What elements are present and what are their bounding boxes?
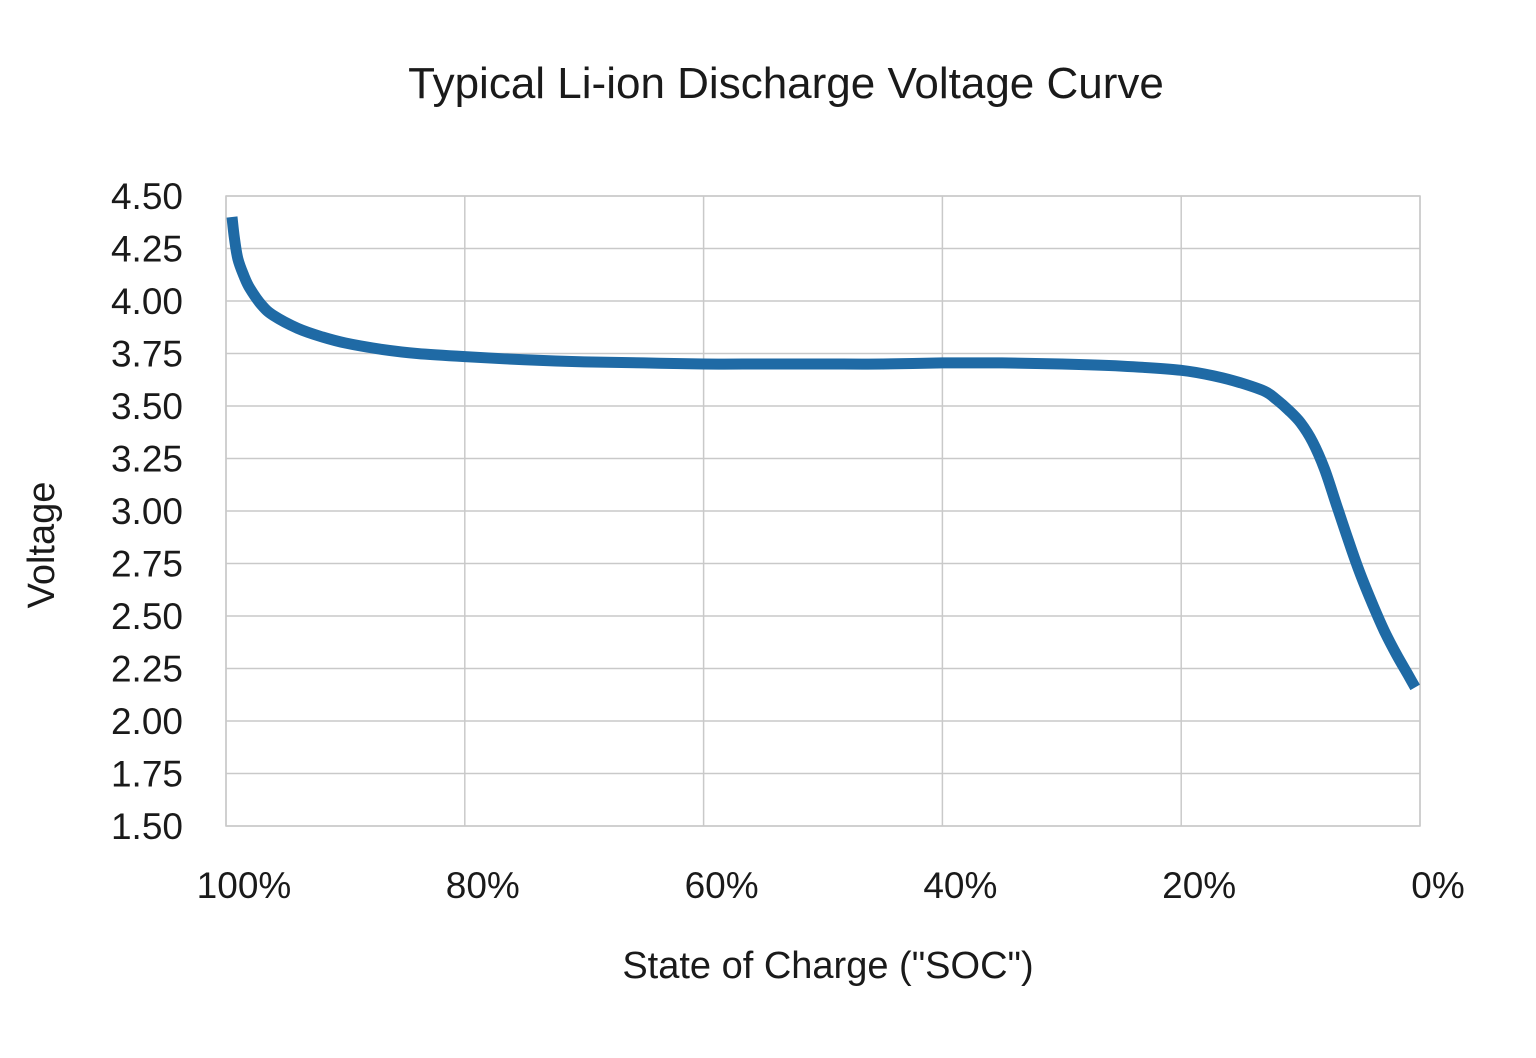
- y-tick-label: 1.50: [111, 806, 183, 847]
- x-axis-label: State of Charge ("SOC"): [622, 945, 1033, 987]
- x-tick-label: 20%: [1162, 865, 1236, 906]
- y-tick-label: 4.00: [111, 281, 183, 322]
- y-tick-label: 4.25: [111, 229, 183, 270]
- y-tick-label: 3.75: [111, 334, 183, 375]
- chart-title: Typical Li-ion Discharge Voltage Curve: [408, 59, 1164, 108]
- voltage-curve-line: [226, 216, 1420, 691]
- y-tick-label: 2.25: [111, 649, 183, 690]
- x-tick-label: 60%: [685, 865, 759, 906]
- y-axis-label: Voltage: [21, 482, 63, 609]
- series-group: [226, 216, 1420, 691]
- x-tick-label: 40%: [923, 865, 997, 906]
- plot-frame: [225, 195, 1421, 827]
- y-tick-label: 2.50: [111, 596, 183, 637]
- y-tick-label: 2.75: [111, 544, 183, 585]
- y-tick-label: 3.00: [111, 491, 183, 532]
- y-tick-label: 2.00: [111, 701, 183, 742]
- x-tick-label: 100%: [197, 865, 292, 906]
- y-tick-label: 1.75: [111, 754, 183, 795]
- x-axis-ticks: 100% 80% 60% 40% 20% 0%: [197, 865, 1465, 906]
- x-tick-label: 80%: [446, 865, 520, 906]
- x-tick-label: 0%: [1411, 865, 1464, 906]
- y-axis-ticks: 4.50 4.25 4.00 3.75 3.50 3.25 3.00 2.75 2.50 2.25…: [111, 176, 183, 847]
- y-tick-label: 3.25: [111, 439, 183, 480]
- y-tick-label: 4.50: [111, 176, 183, 217]
- y-tick-label: 3.50: [111, 386, 183, 427]
- grid-lines: [225, 195, 1421, 827]
